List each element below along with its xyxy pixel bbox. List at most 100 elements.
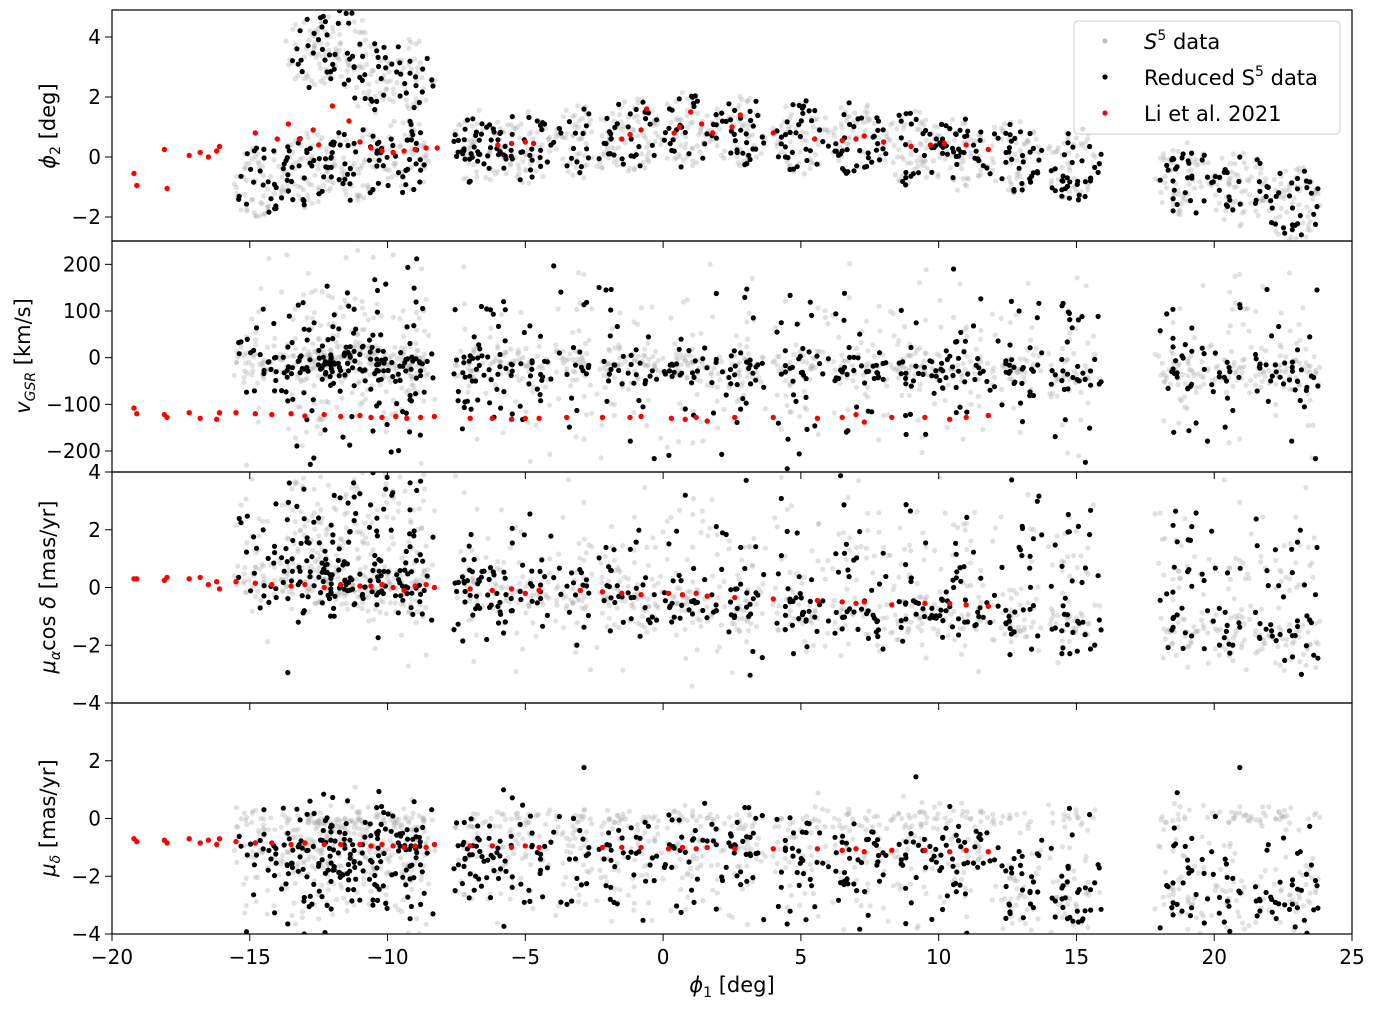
s5-point xyxy=(1161,154,1167,160)
s5-point xyxy=(658,435,664,441)
s5-point xyxy=(420,179,426,185)
s5-point xyxy=(466,598,472,604)
s5-point xyxy=(355,103,361,109)
s5-point xyxy=(1011,587,1017,594)
s5-point xyxy=(1160,655,1166,661)
s5-point xyxy=(355,486,361,492)
s5-point xyxy=(862,391,868,397)
s5-point xyxy=(744,319,750,325)
s5-point xyxy=(271,343,277,349)
s5-point xyxy=(354,576,360,582)
reduced-point xyxy=(647,121,653,127)
s5-point xyxy=(388,353,394,359)
s5-point xyxy=(694,647,700,653)
reduced-point xyxy=(322,19,328,25)
s5-point xyxy=(1007,607,1014,613)
s5-point xyxy=(359,29,365,35)
s5-point xyxy=(836,158,842,164)
s5-point xyxy=(685,362,691,369)
reduced-point xyxy=(1062,417,1068,423)
reduced-point xyxy=(370,133,376,139)
s5-point xyxy=(359,305,366,311)
li-point xyxy=(704,418,710,424)
s5-point xyxy=(598,116,604,122)
s5-point xyxy=(244,540,250,546)
reduced-point xyxy=(645,334,652,340)
s5-point xyxy=(517,580,523,586)
reduced-point xyxy=(933,373,939,379)
s5-point xyxy=(1277,214,1283,220)
reduced-point xyxy=(566,424,573,430)
reduced-point xyxy=(502,338,508,344)
s5-point xyxy=(1315,191,1321,197)
s5-point xyxy=(572,124,578,130)
reduced-point xyxy=(1052,166,1058,172)
s5-point xyxy=(980,582,986,589)
s5-point xyxy=(547,570,553,577)
reduced-point xyxy=(378,376,384,382)
s5-point xyxy=(1073,135,1079,141)
s5-point xyxy=(1240,357,1246,363)
reduced-point xyxy=(1052,188,1058,194)
s5-point xyxy=(1311,354,1317,360)
reduced-point xyxy=(409,129,415,135)
reduced-point xyxy=(1009,357,1015,363)
reduced-point xyxy=(903,182,909,188)
s5-point xyxy=(964,353,970,359)
s5-point xyxy=(312,600,318,606)
s5-point xyxy=(413,340,419,346)
s5-point xyxy=(464,175,470,181)
s5-point xyxy=(453,473,459,479)
s5-point xyxy=(1213,207,1219,213)
s5-point xyxy=(775,353,781,359)
s5-point xyxy=(1185,643,1191,650)
s5-point xyxy=(930,158,937,164)
s5-point xyxy=(589,129,595,135)
s5-point xyxy=(316,564,322,571)
s5-point xyxy=(685,96,691,102)
s5-point xyxy=(1185,361,1192,367)
s5-point xyxy=(299,443,305,449)
li-point xyxy=(530,140,537,147)
s5-point xyxy=(698,127,704,133)
s5-point xyxy=(972,371,978,377)
s5-point xyxy=(400,120,406,126)
reduced-point xyxy=(1236,178,1242,185)
s5-point xyxy=(1176,585,1182,591)
s5-point xyxy=(1201,625,1207,632)
s5-point xyxy=(1048,606,1054,612)
reduced-point xyxy=(307,145,313,151)
s5-point xyxy=(881,157,888,163)
s5-point xyxy=(644,423,650,429)
reduced-point xyxy=(243,389,250,395)
s5-point xyxy=(689,146,695,152)
s5-point xyxy=(858,339,864,346)
reduced-point xyxy=(728,150,734,156)
s5-point xyxy=(323,531,329,538)
reduced-point xyxy=(330,324,336,330)
s5-point xyxy=(1022,140,1028,146)
li-point xyxy=(627,131,633,138)
li-point xyxy=(269,411,275,418)
s5-point xyxy=(1310,196,1316,202)
s5-point xyxy=(992,525,999,531)
s5-point xyxy=(944,424,950,430)
s5-point xyxy=(1033,596,1039,602)
s5-point xyxy=(1085,186,1091,193)
s5-point xyxy=(304,588,310,594)
reduced-point xyxy=(336,130,342,136)
s5-point xyxy=(749,563,756,569)
reduced-point xyxy=(1311,374,1317,381)
reduced-point xyxy=(709,380,715,386)
reduced-point xyxy=(353,149,359,155)
reduced-point xyxy=(1170,178,1176,184)
s5-point xyxy=(1175,619,1181,625)
reduced-point xyxy=(1265,184,1271,190)
s5-point xyxy=(1200,375,1207,381)
reduced-point xyxy=(381,360,387,366)
s5-point xyxy=(497,359,503,365)
s5-point xyxy=(1235,616,1241,622)
reduced-point xyxy=(477,346,483,352)
reduced-point xyxy=(321,174,327,180)
s5-point xyxy=(614,605,621,611)
